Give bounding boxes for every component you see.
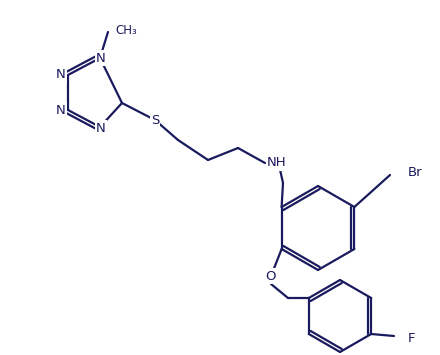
Text: N: N [56, 104, 66, 116]
Text: N: N [96, 121, 106, 135]
Text: NH: NH [267, 157, 286, 169]
Text: CH₃: CH₃ [115, 24, 137, 38]
Text: Br: Br [408, 166, 423, 180]
Text: S: S [151, 114, 159, 126]
Text: O: O [265, 269, 275, 283]
Text: N: N [96, 51, 106, 65]
Text: N: N [56, 69, 66, 82]
Text: F: F [408, 332, 415, 344]
